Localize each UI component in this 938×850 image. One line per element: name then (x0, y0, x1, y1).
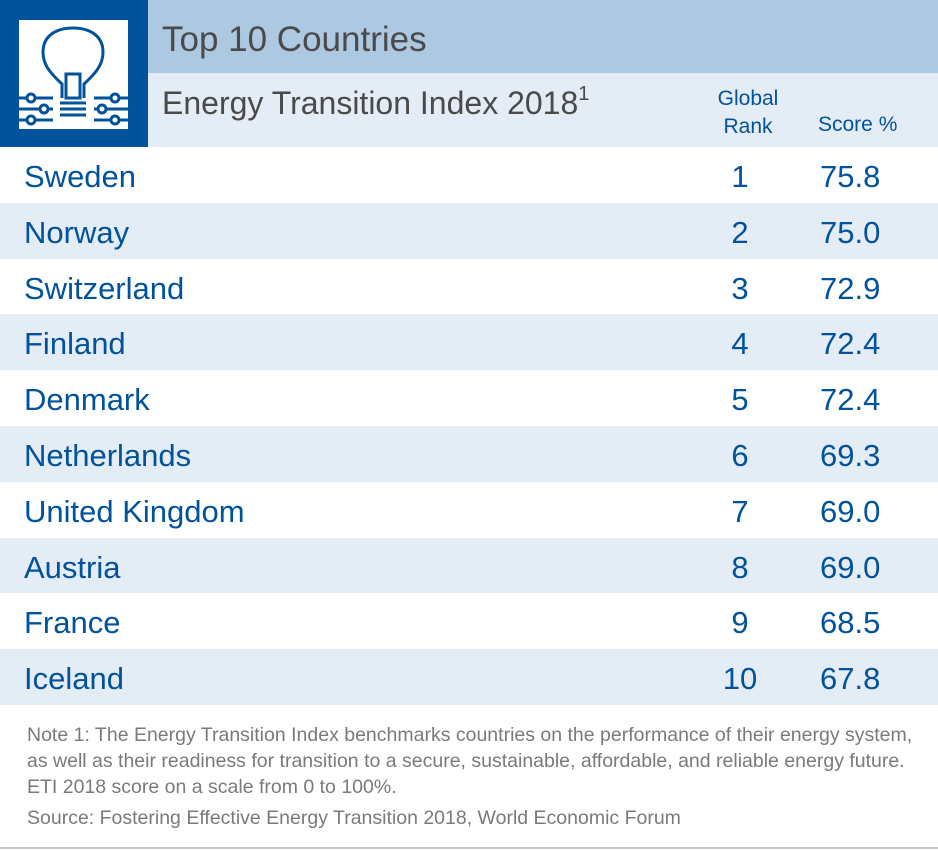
country-cell: Austria (24, 549, 121, 585)
subtitle-band: Energy Transition Index 20181 Global Rank… (148, 73, 938, 147)
country-cell: Switzerland (24, 270, 185, 306)
table-row: Norway 2 75.0 (0, 202, 938, 259)
country-cell: Iceland (24, 661, 124, 697)
rank-cell: 4 (731, 326, 749, 362)
subtitle-text: Energy Transition Index 2018 (162, 85, 579, 121)
score-cell: 72.9 (820, 270, 881, 306)
rank-cell: 2 (731, 214, 749, 250)
country-cell: France (24, 605, 121, 641)
rank-cell: 10 (722, 661, 758, 697)
footnote-marker: 1 (578, 83, 590, 105)
table-body: Sweden 1 75.8 Norway 2 75.0 Switzerland 3 72.9 Fi… (0, 147, 938, 705)
rank-cell: 7 (731, 493, 749, 529)
table-row: Finland 4 72.4 (0, 314, 938, 371)
rank-cell: 6 (731, 437, 749, 473)
table-row: Switzerland 3 72.9 (0, 259, 938, 315)
table-row: Netherlands 6 69.3 (0, 425, 938, 482)
score-cell: 69.0 (820, 493, 881, 529)
rank-cell: 5 (731, 382, 749, 418)
rank-cell: 9 (731, 605, 749, 641)
table-row: United Kingdom 7 69.0 (0, 482, 938, 538)
source: Source: Fostering Effective Energy Trans… (27, 807, 681, 829)
country-cell: Finland (24, 326, 126, 362)
page-title: Top 10 Countries (162, 20, 427, 59)
column-header-rank: Global Rank (688, 85, 808, 141)
logo (0, 0, 148, 147)
country-cell: Netherlands (24, 437, 192, 473)
footnote: Note 1: The Energy Transition Index benc… (27, 724, 913, 798)
table-row: France 9 68.5 (0, 593, 938, 649)
score-cell: 75.0 (820, 214, 881, 250)
table-row: Sweden 1 75.8 (0, 147, 938, 203)
subtitle: Energy Transition Index 20181 (162, 83, 590, 122)
divider (0, 847, 938, 849)
score-cell: 72.4 (820, 326, 881, 362)
score-cell: 72.4 (820, 382, 881, 418)
title-band: Top 10 Countries (148, 0, 938, 73)
notes: Note 1: The Energy Transition Index benc… (27, 722, 927, 831)
country-cell: Denmark (24, 382, 150, 418)
rank-cell: 3 (731, 270, 749, 306)
rank-header-line2: Rank (723, 115, 773, 138)
rank-cell: 1 (731, 159, 749, 194)
lightbulb-circuit-icon (19, 26, 128, 126)
rank-header-line1: Global (717, 87, 779, 110)
table-row: Denmark 5 72.4 (0, 370, 938, 426)
score-cell: 67.8 (820, 661, 881, 697)
country-cell: Sweden (24, 159, 137, 194)
score-cell: 69.0 (820, 549, 881, 585)
column-header-score: Score % (818, 113, 898, 136)
table-row: Iceland 10 67.8 (0, 649, 938, 705)
score-cell: 75.8 (820, 159, 881, 194)
table-row: Austria 8 69.0 (0, 537, 938, 594)
country-cell: United Kingdom (24, 493, 245, 529)
score-cell: 69.3 (820, 437, 881, 473)
country-cell: Norway (24, 214, 130, 250)
score-cell: 68.5 (820, 605, 881, 641)
rank-cell: 8 (731, 549, 749, 585)
